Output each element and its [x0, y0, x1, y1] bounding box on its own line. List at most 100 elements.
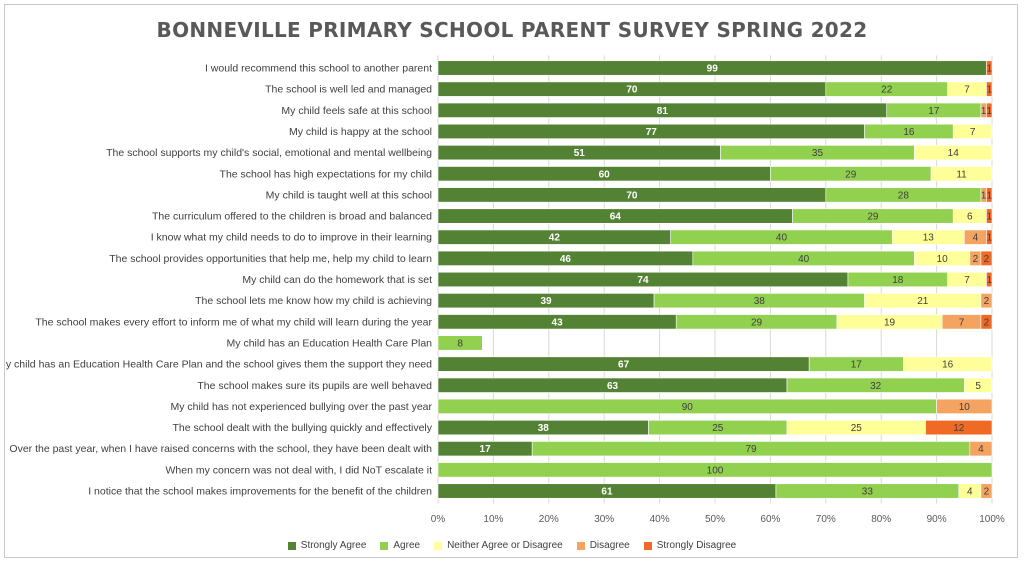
- legend-item: Agree: [380, 540, 420, 551]
- data-label: 1: [986, 106, 992, 117]
- category-label: My child has not experienced bullying ov…: [171, 401, 433, 413]
- legend-label: Strongly Agree: [300, 540, 367, 551]
- data-label: 35: [812, 148, 824, 159]
- data-label: 1: [986, 64, 992, 75]
- category-label: The school lets me know how my child is …: [195, 295, 432, 307]
- bar-segment: [986, 60, 993, 76]
- category-label: My child can do the homework that is set: [242, 274, 432, 286]
- category-label: The school dealt with the bullying quick…: [172, 422, 432, 434]
- data-label: 4: [978, 444, 984, 455]
- bar-segment: [925, 419, 993, 436]
- category-label: My child has an Education Health Care Pl…: [5, 359, 432, 371]
- bar-segment: [986, 208, 993, 224]
- data-label: 1: [986, 85, 992, 96]
- data-label: 2: [984, 254, 990, 265]
- legend-item: Neither Agree or Disagree: [434, 540, 563, 551]
- data-label: 4: [967, 487, 973, 498]
- bar-segment: [980, 250, 993, 266]
- category-label: I would recommend this school to another…: [205, 63, 432, 75]
- data-label: 43: [552, 317, 564, 328]
- data-label: 11: [956, 169, 967, 180]
- category-label: I notice that the school makes improveme…: [88, 486, 432, 498]
- category-labels: I would recommend this school to another…: [5, 63, 433, 498]
- data-label: 67: [618, 360, 630, 371]
- legend-label: Disagree: [589, 540, 630, 551]
- data-label: 7: [964, 275, 970, 286]
- data-label: 1: [981, 190, 987, 201]
- data-label: 51: [574, 148, 586, 159]
- x-tick-label: 90%: [927, 514, 947, 525]
- data-label: 17: [928, 106, 940, 117]
- data-label: 29: [845, 169, 857, 180]
- x-tick-label: 10%: [483, 514, 503, 525]
- data-label: 7: [964, 85, 970, 96]
- legend-item: Disagree: [576, 540, 630, 551]
- bar-segment: [986, 102, 993, 118]
- data-label: 8: [457, 338, 463, 349]
- data-label: 1: [986, 190, 992, 201]
- data-label: 60: [599, 169, 611, 180]
- data-label: 29: [751, 317, 763, 328]
- category-label: My child is happy at the school: [289, 126, 432, 138]
- data-label: 6: [967, 212, 973, 223]
- category-label: The school is well led and managed: [265, 84, 432, 96]
- category-label: The school supports my child's social, e…: [106, 147, 432, 159]
- data-label: 70: [626, 85, 638, 96]
- category-label: When my concern was not deal with, I did…: [165, 464, 432, 476]
- bar-segment: [969, 441, 993, 457]
- x-tick-label: 70%: [816, 514, 836, 525]
- category-label: My child is taught well at this school: [266, 189, 432, 201]
- bar-segment: [930, 166, 993, 182]
- legend-swatch: [287, 541, 296, 550]
- x-tick-label: 100%: [979, 514, 1005, 525]
- x-tick-label: 40%: [650, 514, 670, 525]
- data-label: 16: [903, 127, 915, 138]
- bar-segment: [437, 335, 483, 351]
- legend-label: Strongly Disagree: [656, 540, 737, 551]
- bar-segment: [914, 145, 993, 161]
- data-label: 7: [959, 317, 965, 328]
- x-tick-label: 60%: [760, 514, 780, 525]
- legend-label: Agree: [393, 540, 421, 551]
- data-label: 25: [712, 423, 724, 434]
- data-label: 63: [607, 381, 619, 392]
- bar-segment: [963, 377, 993, 393]
- category-label: I know what my child needs to do to impr…: [151, 232, 432, 244]
- data-label: 10: [959, 402, 971, 413]
- legend-swatch: [380, 541, 389, 550]
- bar-segment: [980, 314, 993, 330]
- bar-segment: [986, 187, 993, 203]
- data-label: 33: [862, 487, 874, 498]
- data-label: 28: [898, 190, 910, 201]
- data-label: 1: [981, 106, 987, 117]
- legend-swatch: [643, 541, 652, 550]
- category-label: The school makes every effort to inform …: [35, 316, 432, 328]
- data-label: 74: [637, 275, 649, 286]
- bar-segment: [986, 81, 993, 97]
- bar-segment: [986, 271, 993, 288]
- category-label: My child has an Education Health Care Pl…: [227, 337, 433, 349]
- data-label: 61: [601, 487, 613, 498]
- bar-segment: [952, 123, 993, 139]
- x-tick-label: 30%: [594, 514, 614, 525]
- data-label: 17: [480, 444, 492, 455]
- legend-item: Strongly Disagree: [643, 540, 737, 551]
- data-label: 7: [970, 127, 976, 138]
- data-label: 29: [867, 212, 879, 223]
- data-label: 79: [745, 444, 757, 455]
- x-tick-label: 80%: [871, 514, 891, 525]
- data-label: 13: [923, 233, 935, 244]
- data-label: 16: [942, 360, 954, 371]
- category-label: The school makes sure its pupils are wel…: [197, 380, 432, 392]
- bar-segment: [980, 483, 993, 499]
- data-label: 38: [754, 296, 766, 307]
- data-label: 46: [560, 254, 572, 265]
- data-label: 17: [851, 360, 863, 371]
- legend-item: Strongly Agree: [287, 540, 367, 551]
- data-label: 14: [948, 148, 960, 159]
- bar-segment: [437, 462, 993, 478]
- category-label: The curriculum offered to the children i…: [152, 211, 432, 223]
- bar-layer: [437, 60, 993, 499]
